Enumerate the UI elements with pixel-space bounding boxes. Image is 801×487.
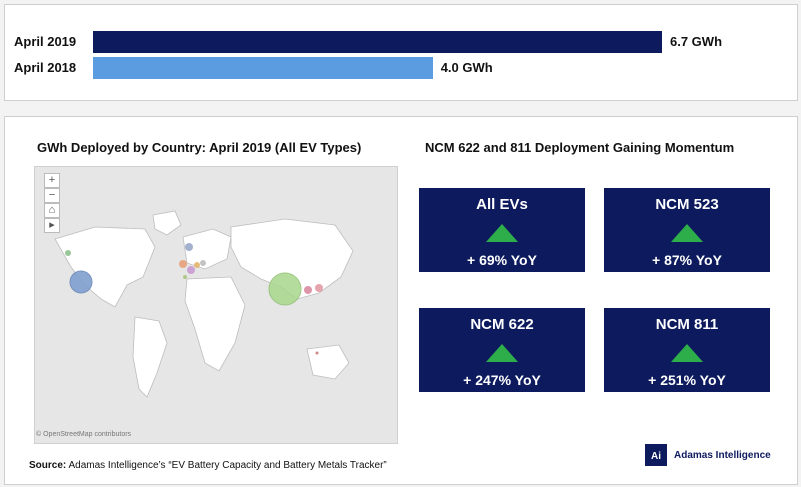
up-arrow-icon bbox=[486, 344, 518, 362]
world-bubble-map[interactable] bbox=[34, 166, 398, 444]
tile-yoy: + 251% YoY bbox=[648, 372, 726, 388]
europe-shape bbox=[182, 228, 232, 270]
bar-april-2019 bbox=[93, 31, 662, 53]
adamas-logo-text: Adamas Intelligence bbox=[674, 450, 771, 461]
tile-name: All EVs bbox=[476, 196, 528, 213]
bubble-small-africa[interactable] bbox=[315, 351, 319, 355]
bubble-europe-4[interactable] bbox=[200, 260, 206, 266]
bar-value-label: 4.0 GWh bbox=[440, 60, 493, 75]
zoom-in-button[interactable]: + bbox=[44, 173, 60, 188]
tile-yoy: + 87% YoY bbox=[652, 252, 722, 268]
bar-category-label: April 2019 bbox=[14, 34, 77, 49]
tile-name: NCM 523 bbox=[655, 196, 719, 213]
tile-name: NCM 622 bbox=[470, 316, 534, 333]
world-map-svg bbox=[54, 210, 354, 398]
greenland-shape bbox=[152, 210, 182, 236]
play-icon[interactable]: ▸ bbox=[44, 218, 60, 233]
bubble-europe-1[interactable] bbox=[179, 260, 187, 268]
tile-name: NCM 811 bbox=[655, 316, 719, 333]
bubble-europe-5[interactable] bbox=[183, 275, 187, 279]
tile-ncm-523: NCM 523 + 87% YoY bbox=[604, 188, 770, 272]
bar-category-label: April 2018 bbox=[14, 60, 77, 75]
tile-ncm-622: NCM 622 + 247% YoY bbox=[419, 308, 585, 392]
up-arrow-icon bbox=[671, 224, 703, 242]
bubble-china[interactable] bbox=[268, 272, 302, 306]
source-text: Adamas Intelligence’s “EV Battery Capaci… bbox=[66, 460, 387, 471]
bubble-europe-3[interactable] bbox=[194, 262, 200, 268]
osm-attribution[interactable]: © OpenStreetMap contributors bbox=[36, 431, 132, 438]
tile-yoy: + 247% YoY bbox=[463, 372, 541, 388]
tile-ncm-811: NCM 811 + 251% YoY bbox=[604, 308, 770, 392]
bubble-usa[interactable] bbox=[69, 270, 93, 294]
home-icon[interactable]: ⌂ bbox=[44, 203, 60, 218]
source-note: Source: Adamas Intelligence’s “EV Batter… bbox=[29, 460, 387, 471]
bubble-korea[interactable] bbox=[304, 286, 312, 294]
tile-all-evs: All EVs + 69% YoY bbox=[419, 188, 585, 272]
africa-shape bbox=[184, 276, 246, 372]
south-america-shape bbox=[132, 316, 168, 398]
australia-shape bbox=[306, 344, 350, 380]
map-title: GWh Deployed by Country: April 2019 (All… bbox=[37, 140, 362, 155]
bar-april-2018 bbox=[93, 57, 433, 79]
bubble-canada[interactable] bbox=[65, 250, 71, 256]
asia-shape bbox=[230, 218, 354, 300]
tile-yoy: + 69% YoY bbox=[467, 252, 537, 268]
tiles-title: NCM 622 and 811 Deployment Gaining Momen… bbox=[425, 140, 735, 155]
bar-value-label: 6.7 GWh bbox=[670, 34, 723, 49]
source-prefix: Source: bbox=[29, 460, 67, 471]
zoom-out-button[interactable]: − bbox=[44, 188, 60, 203]
bubble-japan[interactable] bbox=[315, 284, 323, 292]
up-arrow-icon bbox=[671, 344, 703, 362]
bubble-norway[interactable] bbox=[185, 243, 193, 251]
north-america-shape bbox=[54, 226, 156, 308]
up-arrow-icon bbox=[486, 224, 518, 242]
adamas-logo-icon: Ai bbox=[645, 444, 667, 466]
bubble-europe-2[interactable] bbox=[187, 266, 195, 274]
